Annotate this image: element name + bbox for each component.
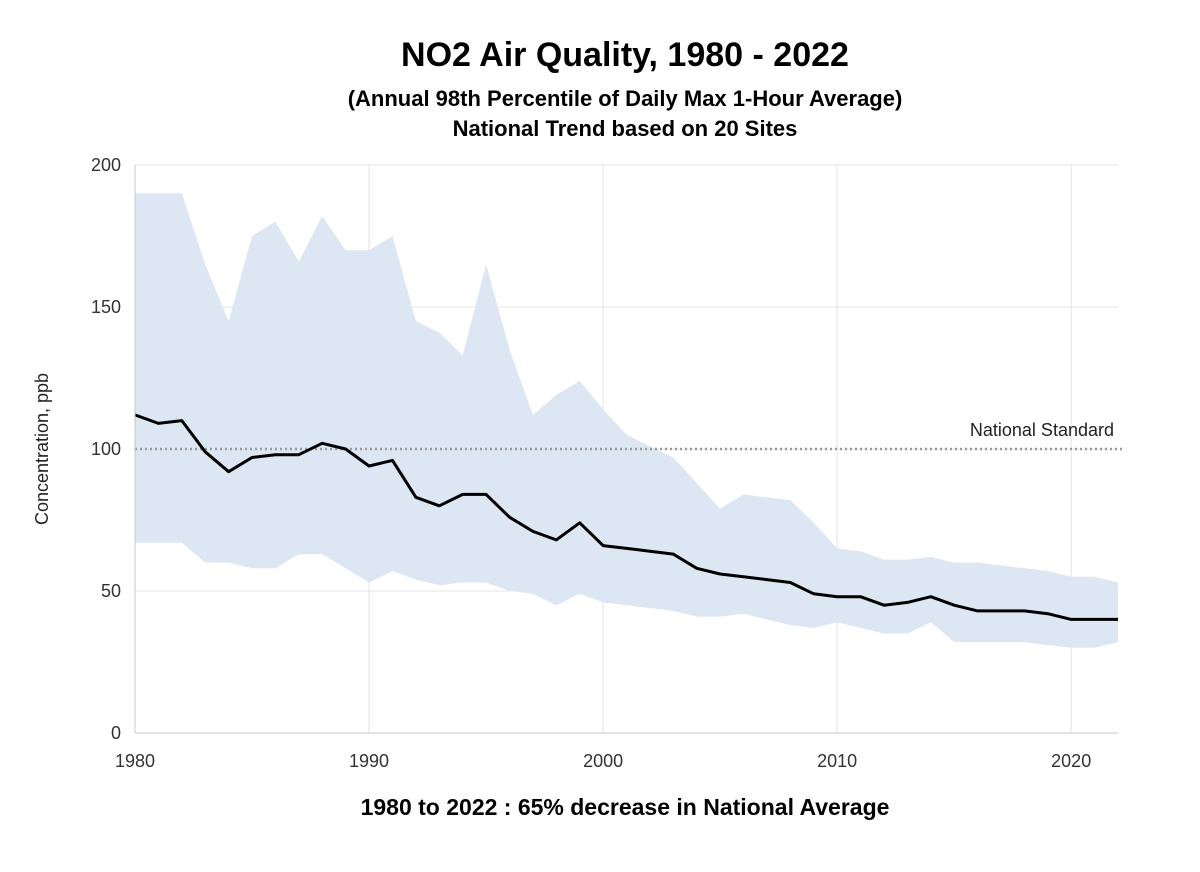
chart-subtitle-sites: National Trend based on 20 Sites: [452, 116, 798, 141]
y-tick-label: 100: [91, 439, 121, 459]
x-tick-label: 2020: [1051, 751, 1091, 771]
chart-title: NO2 Air Quality, 1980 - 2022: [401, 36, 849, 74]
y-tick-label: 0: [111, 723, 121, 743]
national-average-line: [134, 413, 1118, 621]
x-tick-label: 1990: [349, 751, 389, 771]
y-tick-label: 200: [91, 155, 121, 175]
x-tick-label: 2000: [583, 751, 623, 771]
y-tick-label: 50: [101, 581, 121, 601]
y-tick-label: 150: [91, 297, 121, 317]
y-axis-label: Concentration, ppb: [32, 373, 52, 525]
chart-footnote: 1980 to 2022 : 65% decrease in National …: [360, 794, 890, 820]
x-tick-label: 1980: [115, 751, 155, 771]
chart-subtitle: (Annual 98th Percentile of Daily Max 1-H…: [347, 86, 903, 111]
x-tick-label: 2010: [817, 751, 857, 771]
national-standard-label: National Standard: [970, 420, 1114, 440]
percentile-band-area: [135, 193, 1118, 648]
